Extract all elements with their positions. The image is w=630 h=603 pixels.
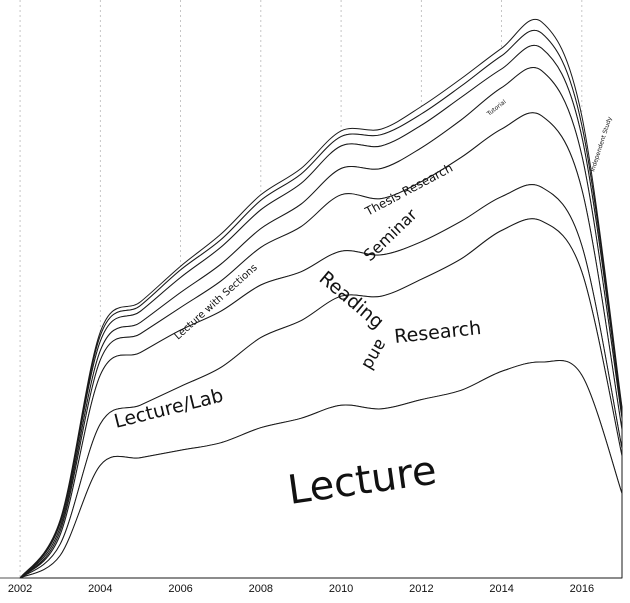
- series-label-independent-study: Independent Study: [589, 116, 613, 173]
- x-tick-label-2004: 2004: [88, 583, 112, 595]
- x-tick-label-2010: 2010: [329, 583, 353, 595]
- x-tick-label-2014: 2014: [489, 583, 513, 595]
- x-tick-label-2012: 2012: [409, 583, 433, 595]
- x-tick-label-2002: 2002: [8, 583, 32, 595]
- x-axis-ticks: 2002 2004 2006 2008 2010 2012 2014 2016: [8, 583, 594, 595]
- x-tick-label-2008: 2008: [249, 583, 273, 595]
- stream-layers: [19, 19, 623, 579]
- x-tick-label-2006: 2006: [168, 583, 192, 595]
- x-tick-label-2016: 2016: [570, 583, 594, 595]
